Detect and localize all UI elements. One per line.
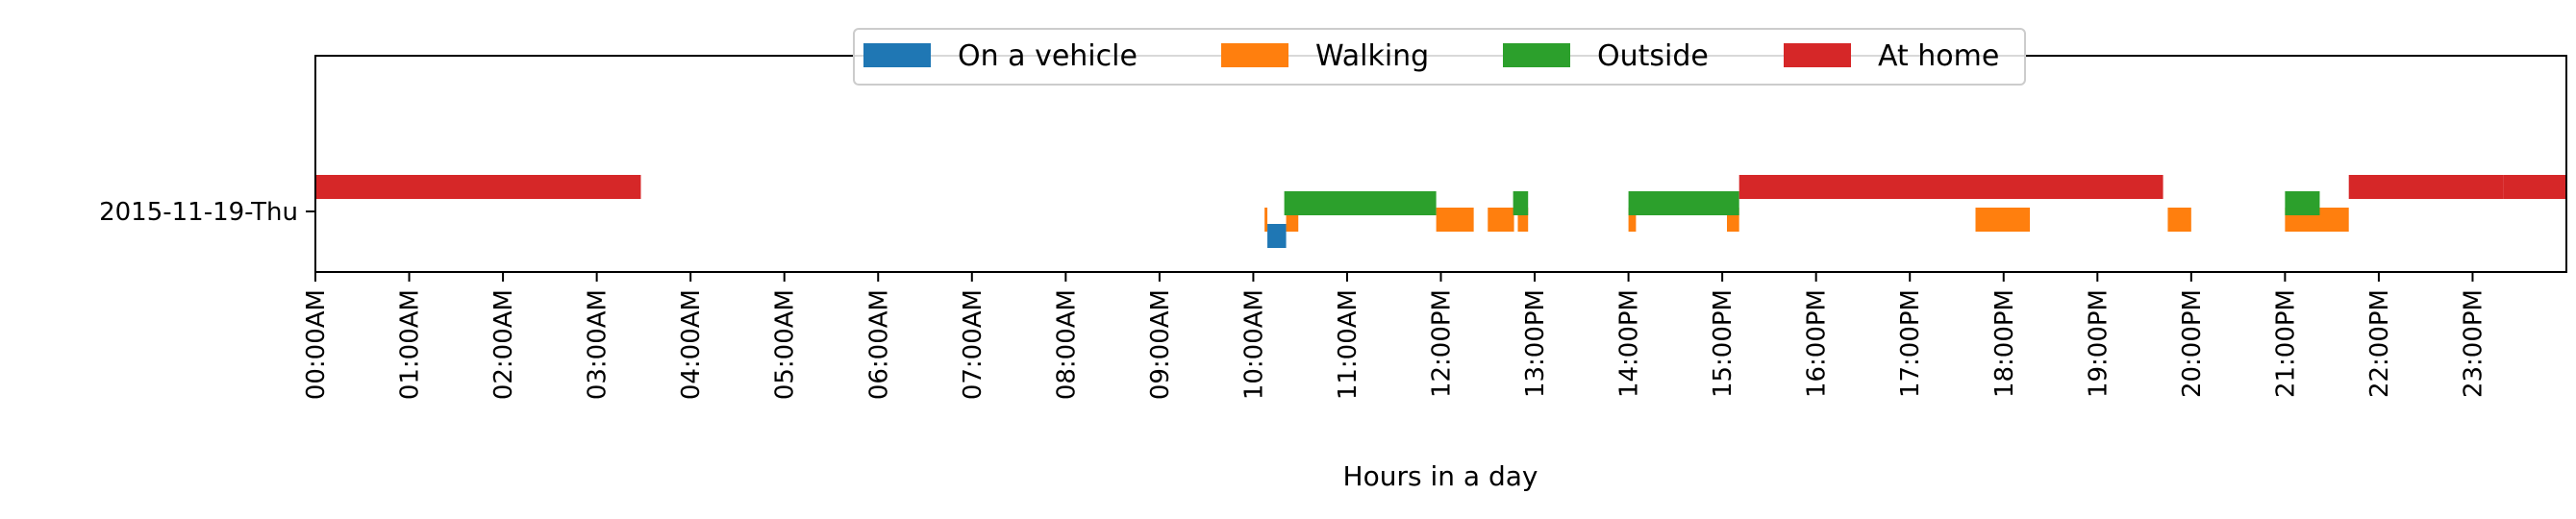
bar-walking <box>1975 208 2031 232</box>
y-tick-label: 2015-11-19-Thu <box>99 198 298 227</box>
bar-outside <box>2285 191 2320 215</box>
legend-label-at-home: At home <box>1878 39 1999 73</box>
legend-swatch-outside <box>1503 43 1570 67</box>
legend-swatch-walking <box>1221 43 1288 67</box>
x-axis-label: Hours in a day <box>1343 460 1538 492</box>
bar-walking <box>1488 208 1514 232</box>
bar-walking <box>1628 208 1637 232</box>
bar-on-a-vehicle <box>1267 224 1287 248</box>
x-tick-label: 12:00PM <box>1428 289 1457 398</box>
x-tick-label: 11:00AM <box>1334 289 1363 400</box>
x-tick-label: 13:00PM <box>1521 289 1550 398</box>
x-tick-label: 05:00AM <box>771 289 800 400</box>
bar-walking <box>1517 208 1529 232</box>
y-axis: 2015-11-19-Thu <box>99 198 315 227</box>
bar-at-home <box>1738 175 2163 199</box>
legend-label-outside: Outside <box>1597 39 1709 73</box>
x-tick-label: 20:00PM <box>2178 289 2207 398</box>
x-tick-label: 06:00AM <box>864 289 893 400</box>
legend-label-on-a-vehicle: On a vehicle <box>958 39 1138 73</box>
x-axis: 00:00AM 01:00AM 02:00AM 03:00AM 04:00AM 05:00… <box>302 272 2488 400</box>
x-tick-label: 15:00PM <box>1709 289 1738 398</box>
x-tick-label: 07:00AM <box>959 289 988 400</box>
x-tick-label: 09:00AM <box>1146 289 1175 400</box>
x-tick-label: 18:00PM <box>1990 289 2019 398</box>
x-tick-label: 19:00PM <box>2084 289 2113 398</box>
bar-walking <box>1436 208 1474 232</box>
x-tick-label: 10:00AM <box>1239 289 1268 400</box>
bar-at-home <box>2503 175 2566 199</box>
bar-outside <box>1628 191 1739 215</box>
x-tick-label: 21:00PM <box>2271 289 2300 398</box>
x-tick-label: 17:00PM <box>1896 289 1925 398</box>
legend-swatch-on-a-vehicle <box>863 43 931 67</box>
x-tick-label: 03:00AM <box>584 289 613 400</box>
x-tick-label: 00:00AM <box>302 289 331 400</box>
x-tick-label: 23:00PM <box>2459 289 2488 398</box>
x-tick-label: 22:00PM <box>2365 289 2394 398</box>
x-tick-label: 02:00AM <box>489 289 518 400</box>
legend-label-walking: Walking <box>1315 39 1429 73</box>
activity-bars <box>315 175 2566 248</box>
bar-walking <box>1264 208 1268 232</box>
x-tick-label: 14:00PM <box>1615 289 1644 398</box>
bar-at-home <box>2348 175 2504 199</box>
x-tick-label: 08:00AM <box>1052 289 1081 400</box>
bar-outside <box>1284 191 1437 215</box>
legend-box <box>853 28 2026 86</box>
legend-swatch-at-home <box>1784 43 1851 67</box>
x-tick-label: 04:00AM <box>677 289 706 400</box>
bar-outside <box>1513 191 1529 215</box>
legend: On a vehicle Walking Outside At home <box>853 28 2026 86</box>
x-tick-label: 01:00AM <box>396 289 425 400</box>
x-tick-label: 16:00PM <box>1803 289 1832 398</box>
plot-area-frame <box>314 55 2567 273</box>
bar-walking <box>2167 208 2191 232</box>
bar-at-home <box>315 175 641 199</box>
